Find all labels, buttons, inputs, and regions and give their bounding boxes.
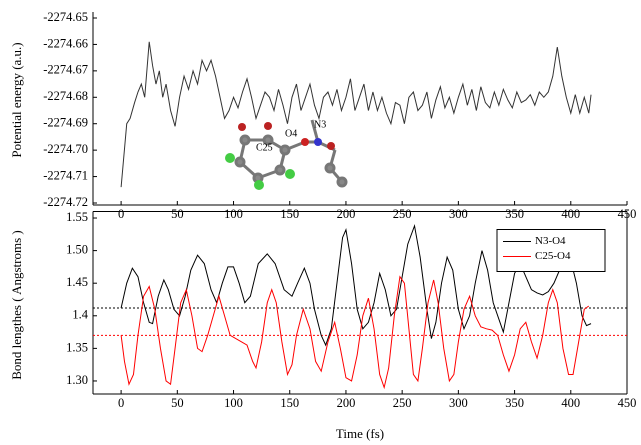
- y-tick-label: 1.35: [66, 340, 88, 354]
- x-tick-label: 250: [393, 207, 412, 221]
- x-tick-label: 100: [224, 396, 243, 410]
- x-tick-label: 400: [561, 207, 580, 221]
- x-tick-label: 350: [505, 396, 524, 410]
- x-tick-label: 100: [224, 207, 243, 221]
- x-tick-label: 50: [171, 396, 184, 410]
- y-tick-label: -2274.67: [43, 63, 88, 77]
- data-line: [121, 42, 591, 187]
- x-tick-label: 300: [449, 396, 468, 410]
- x-tick-label: 250: [393, 396, 412, 410]
- x-tick-label: 50: [171, 207, 184, 221]
- legend-label: C25-O4: [535, 250, 571, 262]
- x-tick-label: 150: [280, 207, 299, 221]
- x-tick-label: 400: [561, 396, 580, 410]
- x-tick-label: 450: [618, 396, 637, 410]
- x-tick-label: 200: [337, 207, 356, 221]
- y-tick-label: 1.45: [66, 275, 88, 289]
- x-tick-label: 0: [118, 207, 124, 221]
- legend-label: N3-O4: [535, 235, 566, 247]
- y-tick-label: 1.4: [72, 308, 88, 322]
- x-axis-label: Time (fs): [336, 426, 384, 441]
- annotation: O4: [285, 128, 297, 139]
- x-tick-label: 300: [449, 207, 468, 221]
- y-tick-label: 1.55: [66, 210, 88, 224]
- y-tick-label: 1.50: [66, 242, 88, 256]
- x-tick-label: 0: [118, 396, 124, 410]
- annotation: N3: [314, 119, 326, 130]
- y-tick-label: -2274.70: [43, 142, 88, 156]
- x-tick-label: 150: [280, 396, 299, 410]
- y-axis-label: Potential energy (a.u.): [9, 42, 24, 157]
- x-tick-label: 350: [505, 207, 524, 221]
- y-axis-label: Bond lengthes ( Angstroms ): [9, 230, 24, 380]
- x-tick-label: 200: [337, 396, 356, 410]
- y-tick-label: -2274.65: [43, 10, 88, 24]
- y-tick-label: -2274.72: [43, 195, 88, 209]
- chart: O4 N3 C25 -2274.65 -2274.66 -2274.67 -2274.…: [0, 0, 641, 445]
- y-tick-label: -2274.66: [43, 36, 88, 50]
- y-tick-label: 1.30: [66, 373, 88, 387]
- y-tick-label: -2274.68: [43, 89, 88, 103]
- annotation: C25: [256, 142, 273, 153]
- y-tick-label: -2274.69: [43, 116, 88, 130]
- y-tick-label: -2274.71: [43, 168, 88, 182]
